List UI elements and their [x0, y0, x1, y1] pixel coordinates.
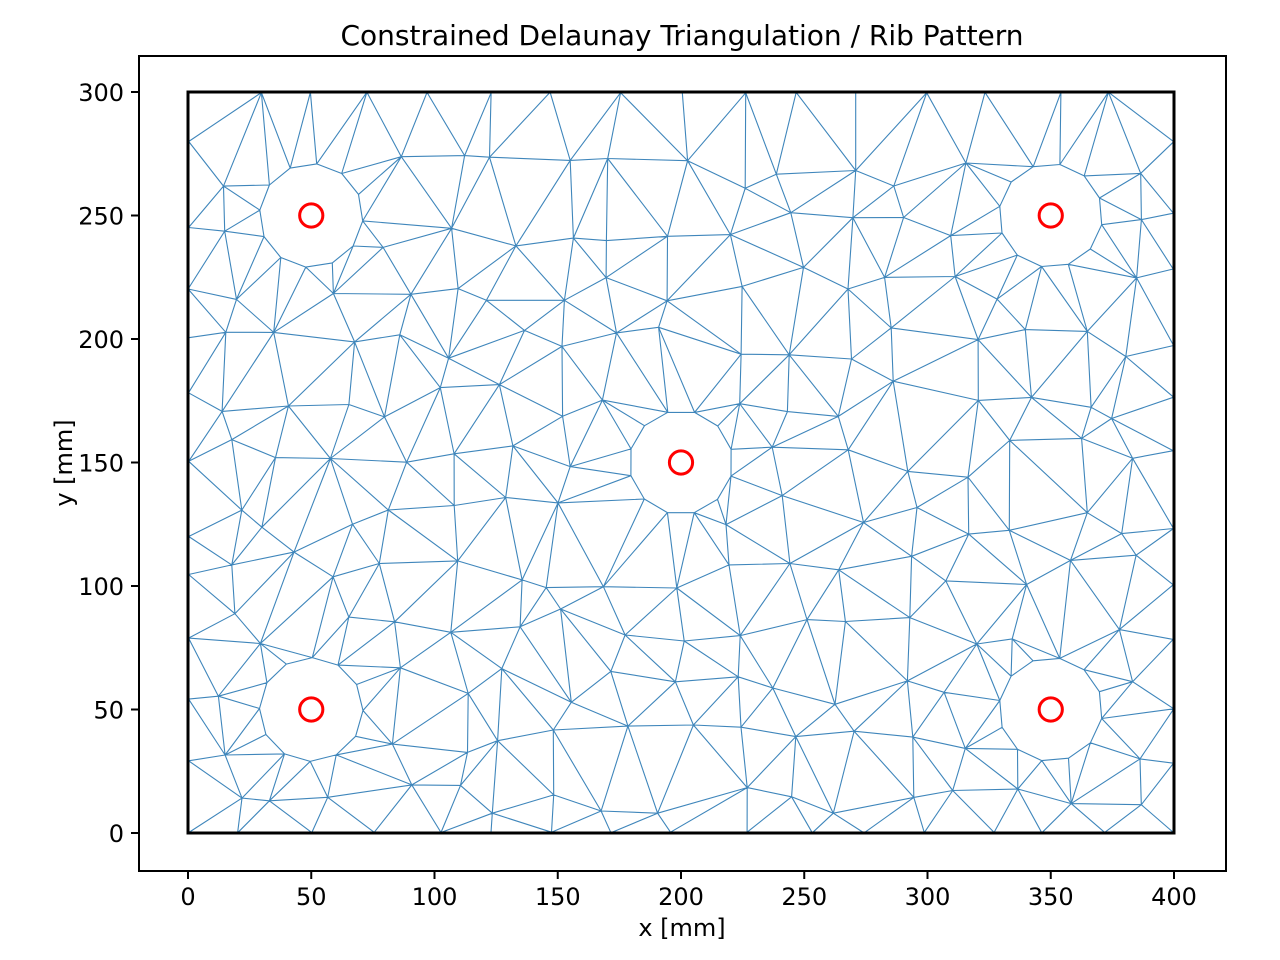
x-axis-ticks: 0 50 100 150 200 250 300 350 400: [180, 871, 1197, 911]
x-tick-label: 200: [658, 883, 704, 911]
y-tick-label: 100: [78, 573, 124, 601]
y-tick-label: 150: [78, 450, 124, 478]
hole-marker-circle: [1037, 202, 1064, 229]
y-axis-label: y [mm]: [50, 419, 78, 506]
hole-markers: [298, 202, 1064, 723]
x-tick-label: 50: [296, 883, 327, 911]
y-tick-label: 50: [93, 697, 124, 725]
hole-marker-circle: [1037, 696, 1064, 723]
x-tick-label: 150: [535, 883, 581, 911]
plate-outline: [186, 90, 1176, 835]
x-tick-label: 100: [412, 883, 458, 911]
mesh-edges: [187, 91, 1175, 834]
x-tick-label: 300: [905, 883, 951, 911]
hole-marker-circle: [298, 696, 325, 723]
x-tick-label: 250: [781, 883, 827, 911]
hole-marker-circle: [298, 202, 325, 229]
x-tick-label: 0: [180, 883, 195, 911]
x-tick-label: 400: [1151, 883, 1197, 911]
plate-boundary-rect: [186, 90, 1176, 835]
y-tick-label: 0: [109, 820, 124, 848]
mesh-edge-path: [187, 91, 1175, 834]
y-tick-label: 200: [78, 326, 124, 354]
hole-marker-circle: [667, 449, 695, 476]
x-axis-label: x [mm]: [638, 914, 725, 942]
plot-title: Constrained Delaunay Triangulation / Rib…: [340, 19, 1023, 52]
y-tick-label: 300: [78, 79, 124, 107]
y-axis-ticks: 0 50 100 150 200 250 300: [78, 79, 139, 848]
x-tick-label: 350: [1028, 883, 1074, 911]
y-tick-label: 250: [78, 203, 124, 231]
